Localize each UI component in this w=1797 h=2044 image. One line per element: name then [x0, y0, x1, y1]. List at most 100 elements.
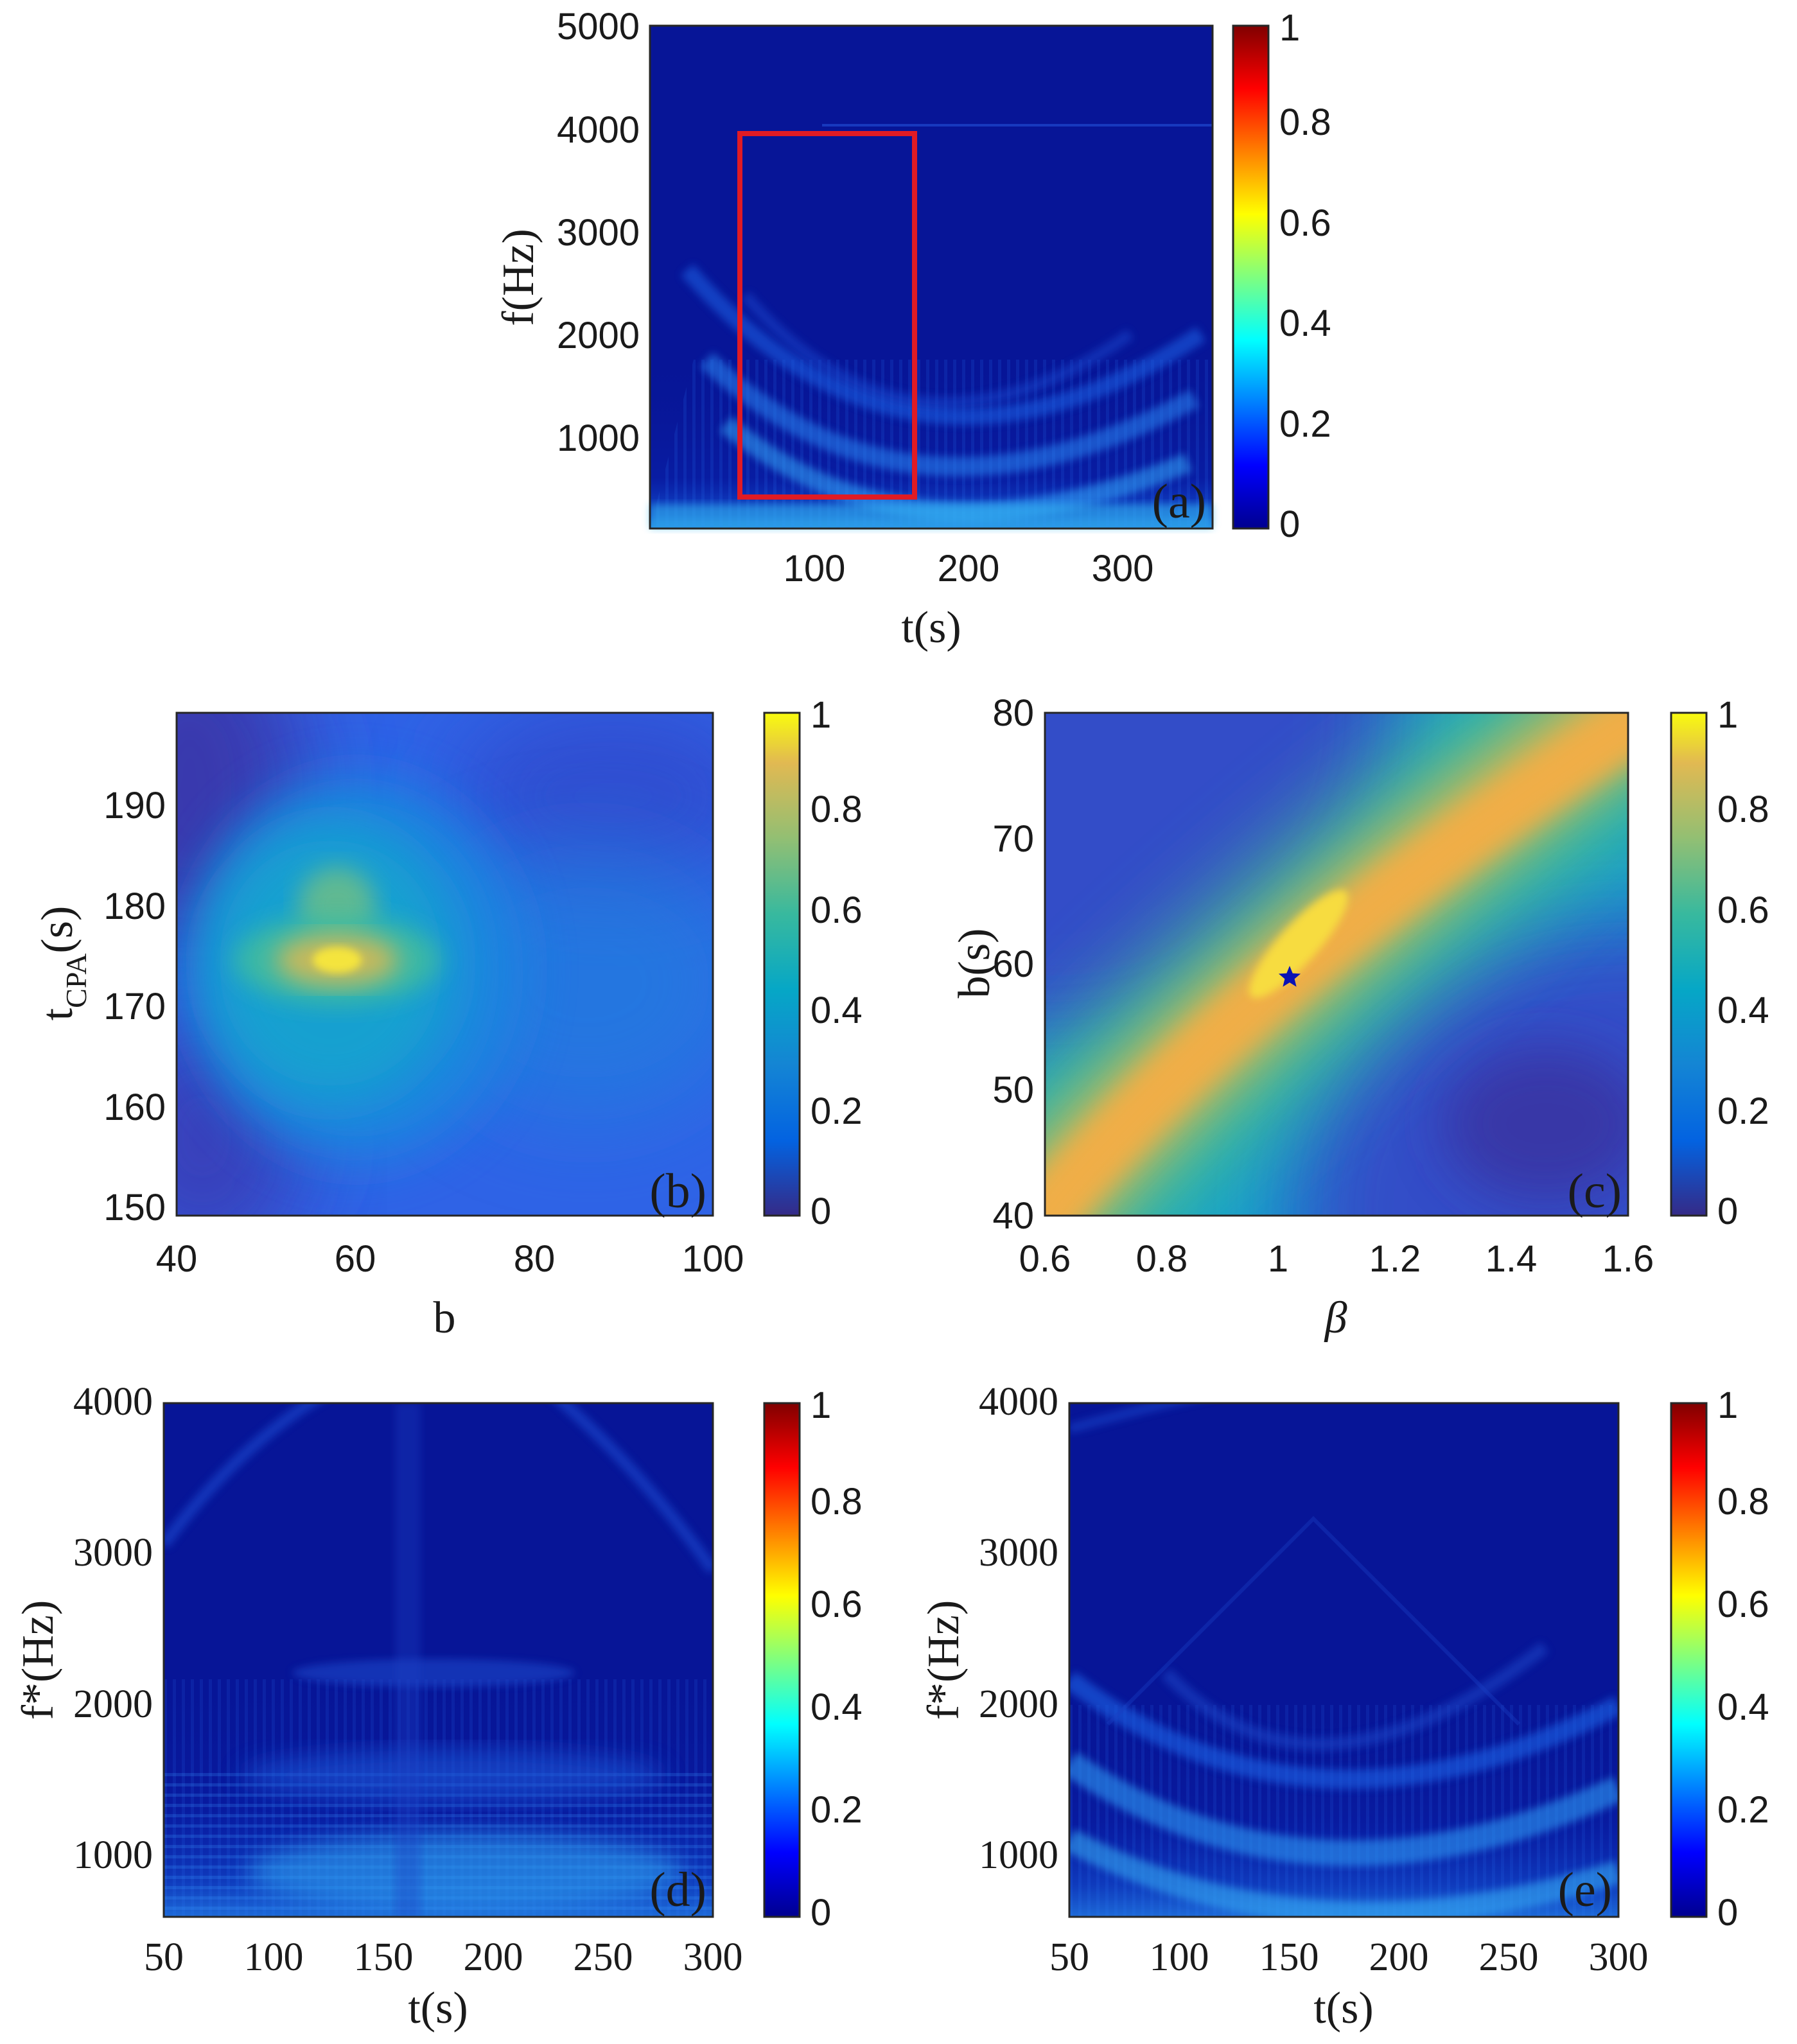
colorbar-tick: 0.4 [1717, 1686, 1769, 1728]
panel-d-heatmap [164, 1403, 713, 1917]
panel-e-ytick: 1000 [979, 1833, 1058, 1877]
panel-c-xtick: 1.4 [1486, 1238, 1538, 1280]
colorbar-tick: 0.8 [1717, 789, 1769, 830]
panel-c-xtick: 0.8 [1136, 1238, 1188, 1280]
panel-b-ytick: 180 [103, 886, 166, 927]
panel-a-ytick: 3000 [557, 212, 640, 254]
panel-b-ytick: 190 [103, 785, 166, 826]
colorbar-tick: 0 [1279, 503, 1300, 545]
colorbar-tick: 0.6 [811, 889, 863, 931]
panel-b-ylabel: tCPA(s) [33, 906, 92, 1021]
colorbar-tick: 0.4 [1717, 990, 1769, 1031]
colorbar-tick: 0.2 [811, 1090, 863, 1132]
panel-b-ytick: 160 [103, 1087, 166, 1128]
panel-e-xtick: 300 [1589, 1935, 1649, 1979]
panel-a-ytick: 1000 [557, 417, 640, 459]
panel-a-xtick: 200 [938, 548, 1000, 590]
panel-c-xtick: 0.6 [1019, 1238, 1071, 1280]
panel-d-xtick: 50 [144, 1935, 184, 1979]
colorbar-tick: 0.4 [811, 990, 863, 1031]
panel-c-ytick: 50 [992, 1069, 1034, 1111]
colorbar-tick: 0.2 [1279, 403, 1331, 445]
colorbar-tick: 1 [811, 694, 831, 736]
colorbar-tick: 0.8 [811, 1481, 863, 1523]
panel-b: 150 160 170 180 190 40 60 80 100 b tCPA(… [33, 694, 863, 1343]
colorbar-tick: 0.8 [1717, 1481, 1769, 1523]
panel-a-ytick: 4000 [557, 109, 640, 151]
panel-e-ytick: 4000 [979, 1380, 1058, 1424]
panel-b-heatmap [177, 713, 713, 1216]
panel-a-xlabel: t(s) [901, 603, 961, 652]
panel-d-ytick: 1000 [73, 1833, 153, 1877]
panel-a-axes [649, 24, 1214, 530]
colorbar-tick: 0.4 [1279, 302, 1331, 344]
colorbar-tick: 0 [1717, 1892, 1738, 1934]
panel-e: 1000 2000 3000 4000 50 100 150 200 250 3… [919, 1380, 1769, 2033]
panel-d-xtick: 150 [354, 1935, 414, 1979]
panel-e-ylabel: f*(Hz) [919, 1600, 969, 1720]
panel-c-xtick: 1 [1268, 1238, 1288, 1280]
panel-d-ytick: 3000 [73, 1531, 153, 1575]
colorbar-tick: 0 [811, 1191, 831, 1232]
panel-c-xlabel: β [1324, 1293, 1347, 1343]
panel-a-ytick: 2000 [557, 315, 640, 356]
panel-d-xtick: 250 [574, 1935, 633, 1979]
panel-d-letter: (d) [649, 1863, 706, 1917]
panel-c-heatmap [1045, 713, 1628, 1216]
panel-d-xtick: 200 [464, 1935, 523, 1979]
panel-c-xtick: 1.2 [1369, 1238, 1421, 1280]
panel-a-colorbar: 0 0.2 0.4 0.6 0.8 1 [1232, 7, 1331, 545]
panel-d-ytick: 4000 [73, 1380, 153, 1424]
panel-d-xtick: 300 [683, 1935, 743, 1979]
panel-b-ylabel-main: t [33, 1008, 82, 1020]
panel-b-ytick: 170 [103, 986, 166, 1027]
colorbar-tick: 0.6 [1279, 202, 1331, 244]
panel-e-xlabel: t(s) [1313, 1984, 1373, 2033]
colorbar-tick: 0 [1717, 1191, 1738, 1232]
panel-b-colorbar: 0 0.2 0.4 0.6 0.8 1 [763, 694, 863, 1232]
colorbar-gradient [764, 713, 800, 1216]
panel-d-axes [162, 1402, 714, 1918]
panel-c-axes [1044, 712, 1629, 1217]
panel-e-ytick: 3000 [979, 1531, 1058, 1575]
colorbar-gradient [764, 1403, 800, 1917]
colorbar-tick: 0.6 [1717, 889, 1769, 931]
panel-a-xtick: 100 [784, 548, 846, 590]
panel-d-colorbar: 0 0.2 0.4 0.6 0.8 1 [763, 1385, 863, 1934]
panel-d-xtick: 100 [244, 1935, 304, 1979]
panel-c-ticks: 40 50 60 70 80 0.6 0.8 1 1.2 1.4 1.6 [992, 692, 1654, 1280]
panel-b-ytick: 150 [103, 1187, 166, 1228]
panel-c-ytick: 70 [992, 818, 1034, 860]
colorbar-gradient [1233, 26, 1268, 528]
panel-c: 40 50 60 70 80 0.6 0.8 1 1.2 1.4 1.6 β b… [950, 692, 1769, 1343]
panel-b-xtick: 40 [156, 1238, 198, 1280]
colorbar-gradient [1671, 1403, 1706, 1917]
panel-d: 1000 2000 3000 4000 50 100 150 200 250 3… [13, 1380, 863, 2033]
colorbar-tick: 0.6 [811, 1584, 863, 1625]
colorbar-tick: 0.8 [811, 789, 863, 830]
panel-b-ylabel-sub: CPA [60, 954, 92, 1008]
panel-e-ytick: 2000 [979, 1682, 1058, 1726]
panel-b-xlabel: b [434, 1293, 456, 1343]
colorbar-tick: 1 [811, 1385, 831, 1426]
panel-a-xtick: 300 [1092, 548, 1154, 590]
panel-a-ylabel: f(Hz) [494, 229, 543, 326]
colorbar-gradient [1671, 713, 1706, 1216]
colorbar-tick: 0.2 [1717, 1090, 1769, 1132]
panel-a-letter: (a) [1152, 475, 1206, 528]
panel-a-heatmap [650, 124, 1214, 528]
panel-e-xtick: 250 [1479, 1935, 1539, 1979]
panel-b-letter: (b) [649, 1164, 706, 1218]
colorbar-tick: 0.8 [1279, 101, 1331, 143]
colorbar-tick: 0.2 [1717, 1789, 1769, 1831]
panel-a: 5000 4000 3000 2000 1000 100 200 300 t(s… [494, 6, 1331, 652]
panel-e-ticks: 1000 2000 3000 4000 50 100 150 200 250 3… [979, 1380, 1649, 1979]
panel-b-ylabel-unit: (s) [33, 906, 82, 954]
panel-e-letter: (e) [1558, 1863, 1612, 1917]
panel-e-xtick: 150 [1259, 1935, 1319, 1979]
colorbar-tick: 0 [811, 1892, 831, 1934]
panel-b-axes [175, 712, 714, 1217]
panel-a-ytick: 5000 [557, 6, 640, 48]
colorbar-tick: 1 [1717, 1385, 1738, 1426]
